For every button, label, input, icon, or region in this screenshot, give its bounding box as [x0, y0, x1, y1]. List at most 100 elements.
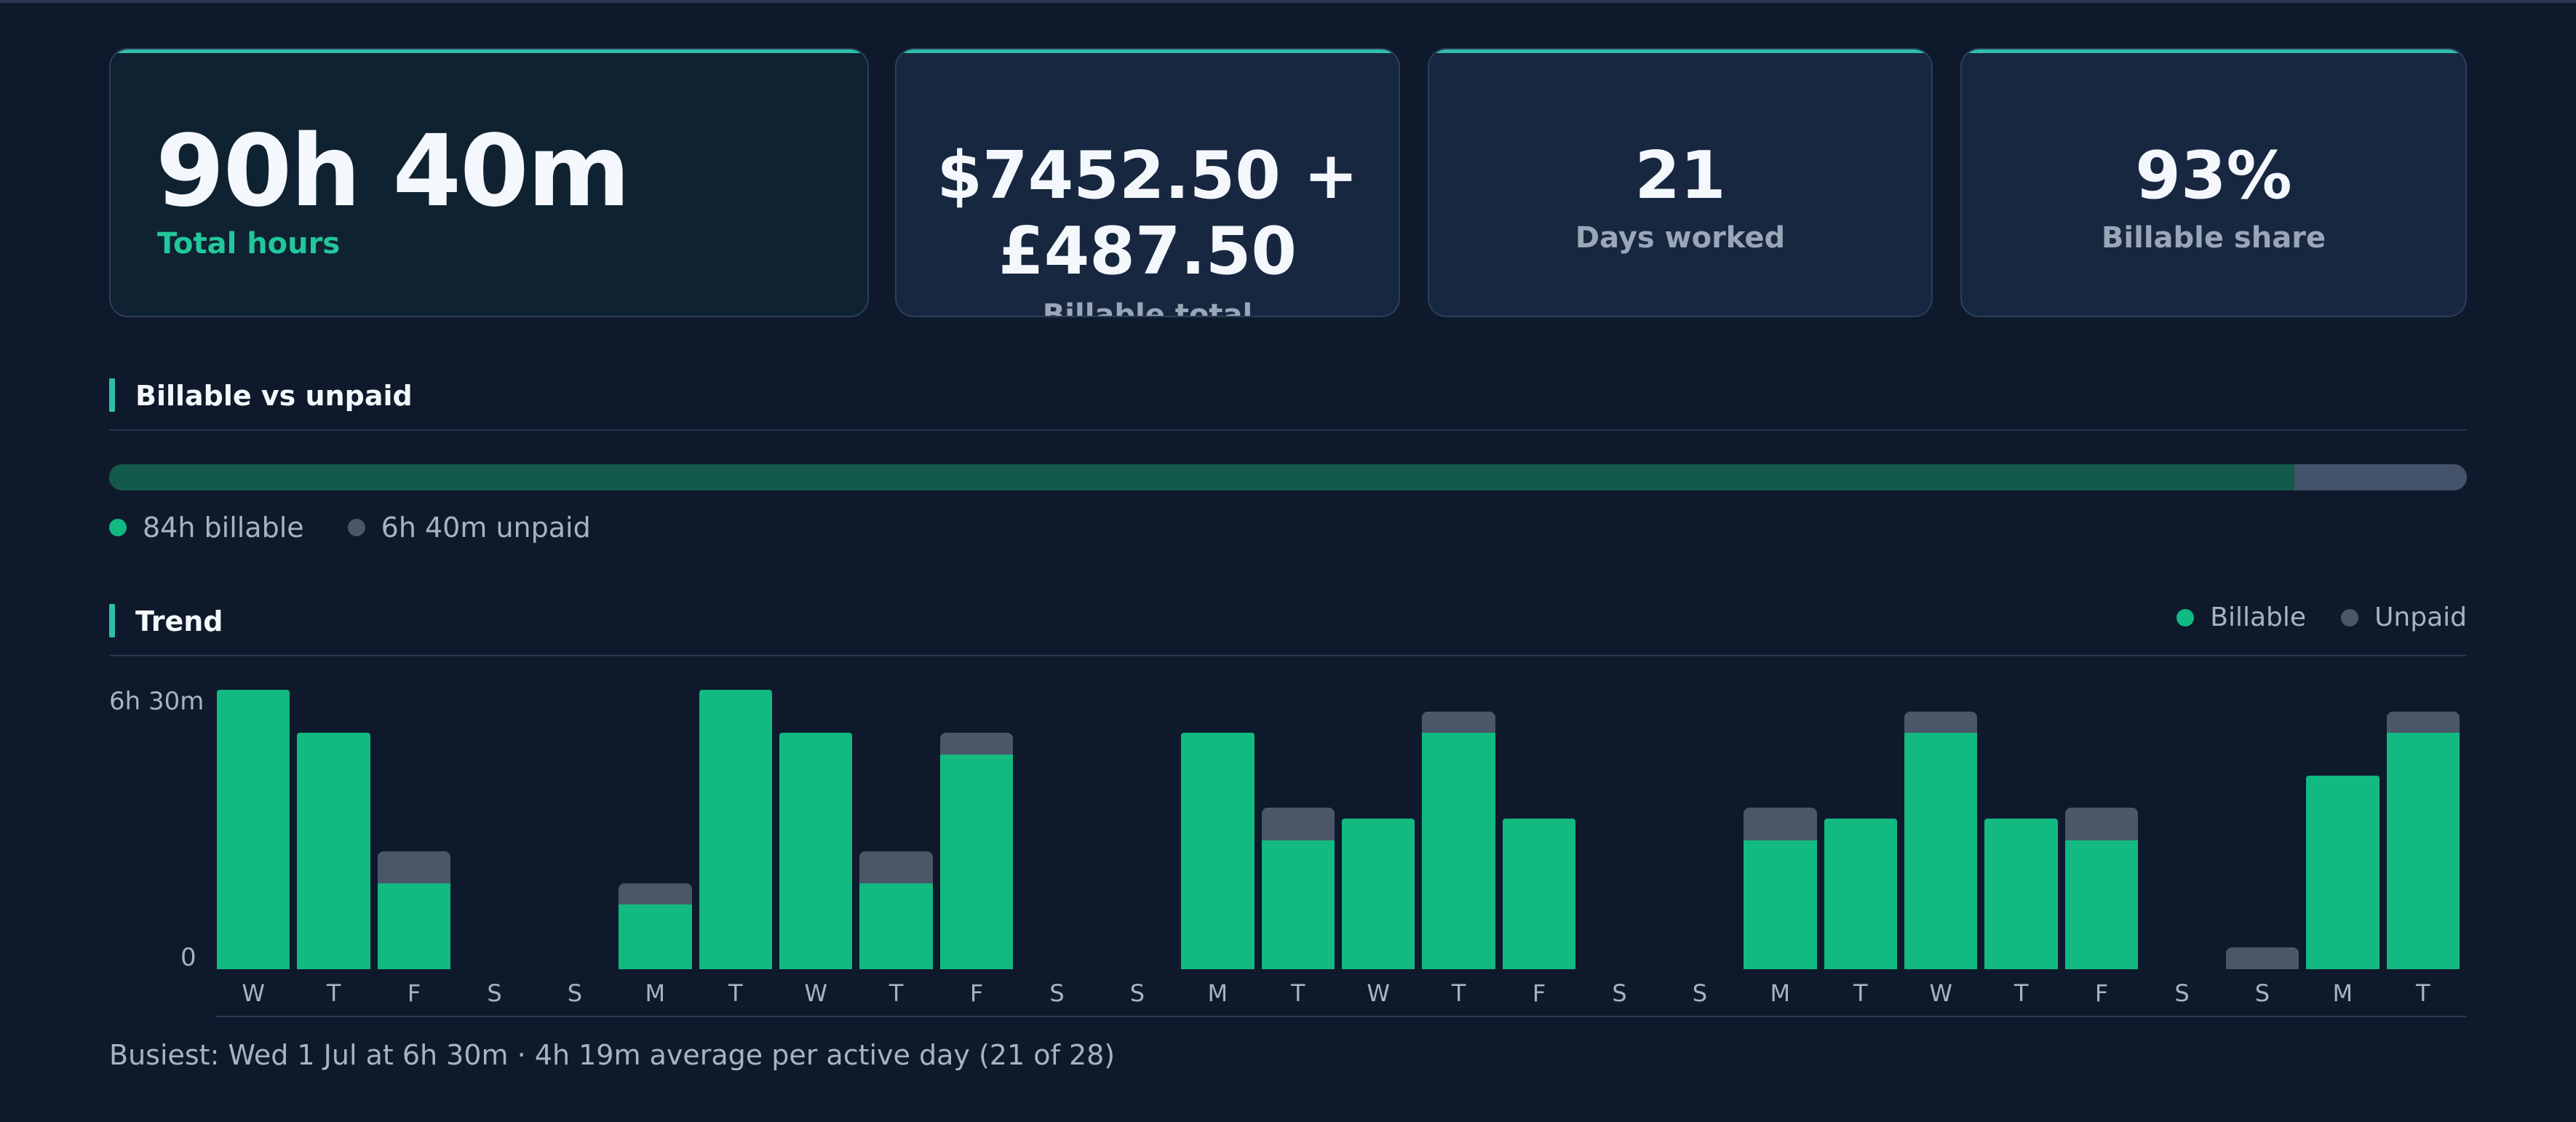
total-hours-value: 90h 40m	[156, 114, 630, 229]
trend-bar-billable	[377, 883, 451, 969]
trend-bar-billable	[939, 754, 1014, 969]
x-tick-label: S	[2254, 979, 2270, 1007]
x-tick-label: T	[1291, 979, 1305, 1007]
x-tick-label: W	[1367, 979, 1391, 1007]
trend-bar-unpaid	[1261, 808, 1335, 840]
trend-bar-unpaid	[2386, 711, 2460, 733]
billable-vs-unpaid-header: Billable vs unpaid	[109, 378, 2467, 431]
trend-legend-unpaid: Unpaid	[2341, 602, 2467, 632]
unpaid-dot-icon	[347, 519, 365, 536]
trend-bar-billable	[1904, 733, 1978, 969]
trend-bar-billable	[217, 690, 290, 969]
total-hours-card: 90h 40m Total hours	[109, 48, 869, 317]
trend-bar	[458, 690, 530, 969]
trend-bar	[1984, 690, 2058, 969]
x-tick-label: T	[1451, 979, 1466, 1007]
trend-bar-billable	[2386, 733, 2460, 969]
trend-bar	[779, 690, 853, 969]
section-accent-bar	[109, 378, 115, 412]
total-hours-label: Total hours	[157, 227, 341, 260]
dashboard: 90h 40m Total hours $7452.50 + £487.50 B…	[109, 0, 2467, 1122]
section-accent-bar	[109, 604, 115, 637]
trend-bar-unpaid	[859, 851, 933, 883]
trend-bar-billable	[1744, 840, 1817, 969]
trend-bar-billable	[1502, 819, 1576, 969]
trend-bar-billable	[1261, 840, 1335, 969]
x-tick-label: W	[804, 979, 828, 1007]
x-tick-label: F	[2094, 979, 2109, 1007]
x-tick-label: M	[2332, 979, 2353, 1007]
x-tick-label: W	[242, 979, 266, 1007]
trend-title: Trend	[135, 605, 223, 637]
x-tick-label: T	[889, 979, 904, 1007]
billable-share-card: 93% Billable share	[1960, 48, 2467, 317]
trend-legend: Billable Unpaid	[2177, 602, 2467, 632]
x-tick-label: T	[1853, 979, 1868, 1007]
x-tick-label: T	[2014, 979, 2029, 1007]
x-tick-label: F	[1532, 979, 1546, 1007]
x-tick-label: S	[487, 979, 502, 1007]
trend-bar	[1342, 690, 1415, 969]
days-worked-card: 21 Days worked	[1428, 48, 1933, 317]
x-tick-label: T	[2416, 979, 2430, 1007]
trend-bar-billable	[297, 733, 370, 969]
trend-bar	[939, 690, 1014, 969]
billable-dot-icon	[2177, 608, 2195, 626]
trend-bar-billable	[1984, 819, 2058, 969]
trend-legend-unpaid-label: Unpaid	[2374, 602, 2467, 632]
x-tick-label: S	[2174, 979, 2190, 1007]
trend-bar	[1744, 690, 1817, 969]
trend-bar-billable	[1181, 733, 1255, 969]
billable-hours-label: 84h billable	[143, 512, 304, 544]
trend-bar-unpaid	[1744, 808, 1817, 840]
billable-total-line2: £487.50	[998, 213, 1297, 290]
trend-bar	[1422, 690, 1495, 969]
x-tick-label: T	[728, 979, 743, 1007]
billable-share-value: 93%	[2135, 138, 2292, 214]
billable-share-label: Billable share	[2101, 221, 2326, 255]
billable-total-label: Billable total	[1042, 298, 1253, 317]
x-tick-label: F	[969, 979, 984, 1007]
trend-bar	[859, 690, 933, 969]
billable-total-line1: $7452.50 +	[937, 138, 1359, 214]
trend-bar	[1502, 690, 1576, 969]
trend-bar	[619, 690, 692, 969]
trend-bar	[1101, 690, 1174, 969]
billable-progress-fill	[109, 464, 2295, 490]
trend-bar-unpaid	[1422, 711, 1495, 733]
trend-bar-unpaid	[1904, 711, 1978, 733]
x-tick-label: S	[567, 979, 583, 1007]
trend-bar	[2386, 690, 2460, 969]
unpaid-hours-label: 6h 40m unpaid	[381, 512, 591, 544]
x-tick-label: F	[407, 979, 421, 1007]
unpaid-dot-icon	[2341, 608, 2359, 626]
trend-bar-billable	[1824, 819, 1897, 969]
trend-legend-billable-label: Billable	[2210, 602, 2307, 632]
x-tick-label: T	[326, 979, 341, 1007]
trend-bar	[1904, 690, 1978, 969]
x-axis-line	[215, 1016, 2467, 1017]
trend-bar-unpaid	[2225, 947, 2299, 969]
x-tick-label: S	[1049, 979, 1065, 1007]
x-tick-label: W	[1929, 979, 1953, 1007]
trend-bar-billable	[859, 883, 933, 969]
days-worked-value: 21	[1634, 138, 1726, 214]
trend-legend-billable: Billable	[2177, 602, 2306, 632]
x-tick-label: M	[645, 979, 666, 1007]
trend-bar	[538, 690, 611, 969]
trend-bar	[297, 690, 370, 969]
billable-legend-item: 84h billable	[109, 512, 304, 544]
top-border	[0, 0, 2576, 3]
y-tick-label-zero: 0	[180, 943, 196, 972]
billable-dot-icon	[109, 519, 127, 536]
unpaid-legend-item: 6h 40m unpaid	[347, 512, 591, 544]
trend-bar	[1824, 690, 1897, 969]
trend-bar	[1261, 690, 1335, 969]
trend-header: Trend	[109, 604, 2467, 656]
x-tick-label: M	[1770, 979, 1791, 1007]
trend-bar-unpaid	[2064, 808, 2139, 840]
billable-progress-bar	[109, 464, 2467, 490]
trend-bar-billable	[1422, 733, 1495, 969]
trend-bar-billable	[1342, 819, 1415, 969]
trend-bar-billable	[699, 690, 772, 969]
